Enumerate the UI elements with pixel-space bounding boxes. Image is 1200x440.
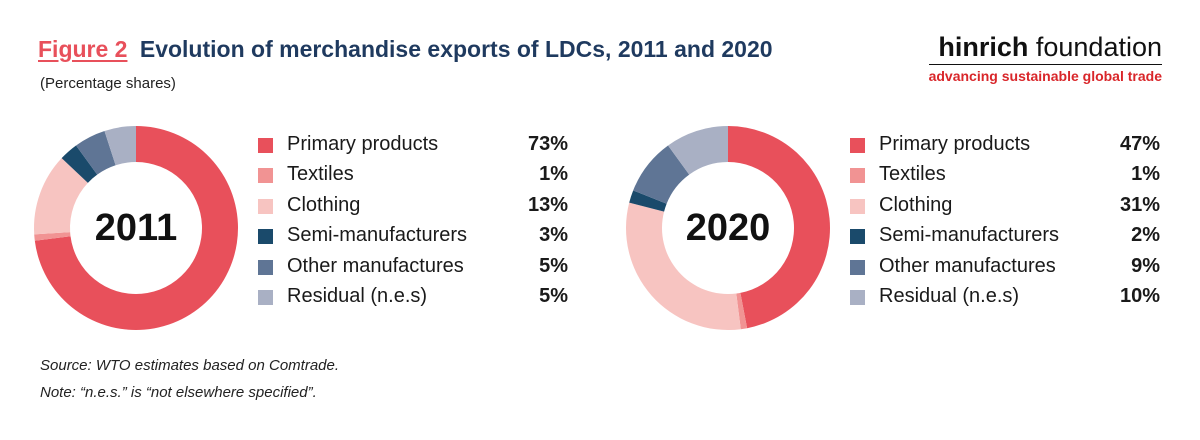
legend-label: Semi-manufacturers [287,224,468,247]
figure-title-row: Figure 2 Evolution of merchandise export… [38,36,773,63]
legend-value: 1% [1131,163,1160,186]
legend-label: Semi-manufacturers [879,224,1060,247]
figure-label: Figure 2 [38,36,128,62]
legend-item-clothing: Clothing 13% [258,192,568,222]
legend-label: Other manufactures [287,254,464,277]
legend-value: 13% [527,193,568,216]
donut-slice-2020-residual-n-e-s [668,126,728,175]
donut-chart-2020: 2020 [618,118,838,338]
legend-label: Textiles [879,163,946,186]
legend-swatch [258,259,273,275]
legend-item-primary-products: Primary products 73% [258,131,568,161]
donut-slice-2011-other-manufactures [76,130,116,175]
legend-2020: Primary products 47% Textiles 1% Clothing 31%… [850,131,1160,313]
legend-value: 47% [1119,133,1160,155]
legend-value: 1% [539,163,568,186]
brand-name-light: foundation [1035,32,1162,62]
figure-subtitle: (Percentage shares) [40,75,176,92]
legend-label: Primary products [287,133,439,155]
legend-item-semi-manufacturers: Semi-manufacturers 2% [850,222,1160,252]
legend-item-semi-manufacturers: Semi-manufacturers 3% [258,222,568,252]
donut-center-year-2011: 2011 [94,206,178,249]
legend-value: 9% [1131,254,1160,277]
legend-label: Primary products [879,133,1031,155]
legend-value: 5% [539,254,568,277]
legend-2011: Primary products 73% Textiles 1% Clothing 13%… [258,131,568,313]
legend-label: Residual (n.e.s) [287,284,428,307]
legend-swatch [258,138,273,153]
legend-item-residual-n-e-s: Residual (n.e.s) 5% [258,283,568,313]
donut-slice-2020-textiles [736,292,748,330]
footnotes: Source: WTO estimates based on Comtrade.… [40,352,339,406]
legend-swatch [850,259,865,275]
definition-note: Note: “n.e.s.” is “not elsewhere specifi… [40,384,317,401]
brand-name-bold: hinrich [938,32,1029,62]
donut-chart-2011-svg [34,126,239,330]
legend-value: 73% [527,133,568,155]
donut-slice-2020-other-manufactures [633,145,690,204]
brand-divider [928,64,1162,65]
donut-slice-2011-textiles [34,232,71,241]
legend-item-textiles: Textiles 1% [850,161,1160,191]
legend-label: Clothing [879,193,953,216]
legend-swatch [258,168,273,184]
legend-item-clothing: Clothing 31% [850,192,1160,222]
legend-label: Textiles [287,163,354,186]
donut-slice-2020-semi-manufacturers [629,190,667,212]
brand-name: hinrich foundation [929,32,1162,62]
legend-label: Clothing [287,193,361,216]
legend-value: 10% [1119,284,1160,307]
legend-value: 5% [539,284,568,307]
legend-item-other-manufactures: Other manufactures 5% [258,253,568,283]
donut-slice-2011-clothing [34,158,88,235]
legend-item-other-manufactures: Other manufactures 9% [850,253,1160,283]
donut-slice-2020-clothing [626,202,741,330]
legend-swatch [258,198,273,214]
legend-swatch [850,198,865,214]
legend-value: 2% [1131,224,1160,247]
legend-item-residual-n-e-s: Residual (n.e.s) 10% [850,283,1160,313]
donut-slice-2020-primary-products [728,126,831,329]
legend-value: 31% [1119,193,1160,216]
donut-center-year-2020: 2020 [685,206,771,249]
donut-chart-2020-svg [626,126,831,330]
legend-swatch [258,229,273,245]
legend-value: 3% [539,224,568,247]
legend-swatch [850,168,865,184]
donut-chart-2011: 2011 [26,118,246,338]
figure-title: Evolution of merchandise exports of LDCs… [139,36,773,62]
donut-slice-2011-residual-n-e-s [104,126,136,166]
donut-slice-2011-primary-products [34,126,239,330]
source-note: Source: WTO estimates based on Comtrade. [40,357,340,374]
legend-swatch [850,229,865,245]
donut-slice-2011-semi-manufacturers [61,145,98,183]
legend-label: Other manufactures [879,254,1056,277]
legend-swatch [850,289,865,305]
legend-swatch [850,138,865,153]
legend-item-primary-products: Primary products 47% [850,131,1160,161]
brand-tagline: advancing sustainable global trade [928,68,1162,84]
legend-swatch [258,289,273,305]
legend-item-textiles: Textiles 1% [258,161,568,191]
legend-label: Residual (n.e.s) [879,284,1020,307]
brand-logo: hinrich foundation advancing sustainable… [928,32,1162,84]
